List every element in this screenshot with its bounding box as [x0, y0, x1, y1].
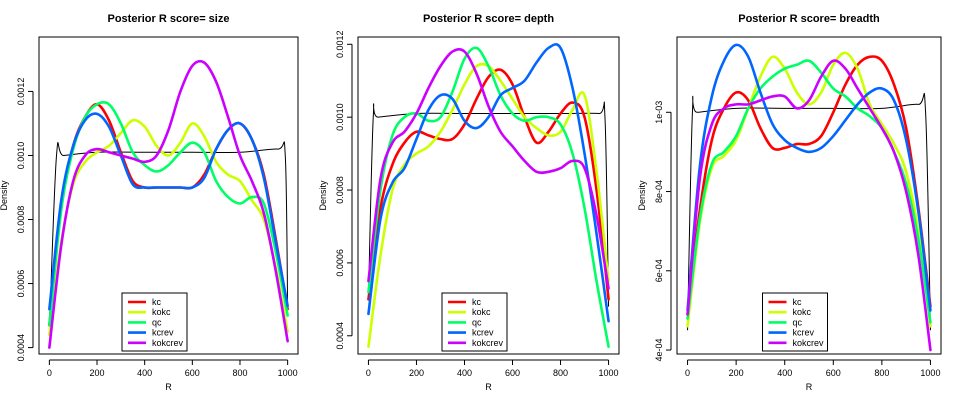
reference-curve — [367, 101, 610, 307]
y-axis-label: Density — [0, 180, 9, 211]
legend-label-kokcrev: kokcrev — [793, 338, 825, 348]
legend-label-kcrev: kcrev — [152, 328, 174, 338]
y-tick-label: 8e-04 — [654, 180, 664, 203]
series-line-qc — [367, 46, 610, 349]
series-line-kokcrev — [48, 59, 289, 349]
chart-panel-1: Posterior R score= size 0 200 400 600 800 1000… — [0, 13, 299, 392]
legend-label-qc: qc — [793, 317, 803, 327]
y-axis-label: Density — [637, 180, 647, 211]
x-tick-label: 600 — [505, 368, 520, 378]
x-axis-label: R — [806, 382, 813, 392]
series-line-kcrev — [686, 43, 932, 312]
plot-frame — [676, 36, 942, 355]
x-tick-label: 800 — [874, 368, 889, 378]
legend-label-kc: kc — [472, 297, 482, 307]
x-tick-label: 600 — [185, 368, 200, 378]
legend-label-kokc: kokc — [793, 307, 812, 317]
y-tick-label: 1e-03 — [654, 101, 664, 124]
x-axis-label: R — [165, 382, 172, 392]
legend-label-kc: kc — [793, 297, 803, 307]
x-axis-label: R — [485, 382, 492, 392]
series-line-kokcrev — [367, 47, 610, 290]
plot-frame — [357, 36, 620, 355]
y-tick-label: 0.0006 — [16, 270, 26, 298]
chart-panel-3: Posterior R score= breadth 0 200 400 600 800 1… — [637, 13, 942, 392]
plot-frame — [38, 36, 299, 355]
series-line-kcrev — [48, 112, 289, 311]
series-line-kcrev — [367, 43, 610, 323]
y-tick-label: 0.0008 — [335, 176, 345, 204]
x-tick-label: 600 — [826, 368, 841, 378]
plot-area — [686, 43, 932, 352]
legend-label-qc: qc — [152, 317, 162, 327]
x-tick-label: 200 — [409, 368, 424, 378]
y-tick-label: 0.0010 — [335, 103, 345, 131]
plot-area — [367, 43, 610, 349]
legend-label-kokcrev: kokcrev — [152, 338, 184, 348]
y-tick-label: 4e-04 — [654, 339, 664, 362]
plot-area — [48, 59, 289, 349]
series-line-kokcrev — [686, 59, 932, 352]
y-tick-label: 0.0006 — [335, 249, 345, 277]
y-tick-label: 0.0012 — [16, 78, 26, 106]
x-tick-label: 200 — [729, 368, 744, 378]
x-tick-label: 0 — [47, 368, 52, 378]
x-tick-label: 0 — [685, 368, 690, 378]
series-line-qc — [48, 100, 289, 327]
legend-label-kokc: kokc — [152, 307, 171, 317]
chart-title: Posterior R score= depth — [423, 13, 554, 25]
y-tick-label: 0.0004 — [335, 322, 345, 350]
legend-label-kcrev: kcrev — [793, 328, 815, 338]
y-tick-label: 6e-04 — [654, 259, 664, 282]
legend-label-kokc: kokc — [472, 307, 491, 317]
x-tick-label: 0 — [366, 368, 371, 378]
x-tick-label: 800 — [232, 368, 247, 378]
legend-label-kcrev: kcrev — [472, 328, 494, 338]
chart-panel-2: Posterior R score= depth 0 200 400 600 800 100… — [318, 13, 620, 392]
legend-label-kokcrev: kokcrev — [472, 338, 504, 348]
chart-title: Posterior R score= size — [108, 13, 230, 25]
y-axis-label: Density — [318, 180, 328, 211]
y-tick-label: 0.0012 — [335, 31, 345, 59]
legend-label-qc: qc — [472, 317, 482, 327]
series-line-kc — [686, 55, 932, 316]
series-line-kokc — [686, 51, 932, 328]
x-tick-label: 400 — [137, 368, 152, 378]
series-line-kokc — [48, 118, 289, 337]
x-tick-label: 200 — [90, 368, 105, 378]
chart-title: Posterior R score= breadth — [738, 13, 880, 25]
x-tick-label: 400 — [777, 368, 792, 378]
x-tick-label: 800 — [553, 368, 568, 378]
reference-curve — [687, 93, 931, 331]
x-tick-label: 1000 — [599, 368, 619, 378]
legend-label-kc: kc — [152, 297, 162, 307]
x-tick-label: 1000 — [920, 368, 940, 378]
x-tick-label: 400 — [457, 368, 472, 378]
y-tick-label: 0.0004 — [16, 334, 26, 362]
y-tick-label: 0.0010 — [16, 142, 26, 170]
x-tick-label: 1000 — [278, 368, 298, 378]
series-line-kc — [367, 68, 610, 301]
y-tick-label: 0.0008 — [16, 206, 26, 234]
